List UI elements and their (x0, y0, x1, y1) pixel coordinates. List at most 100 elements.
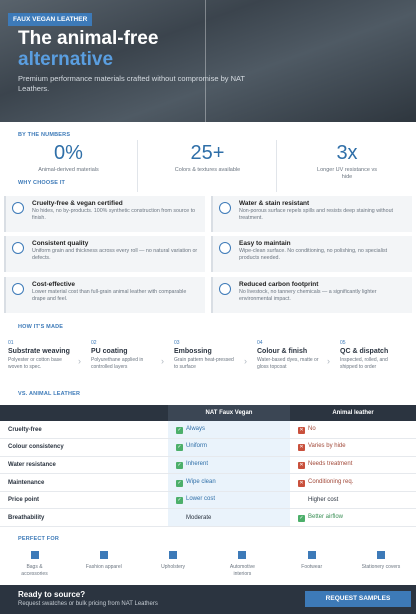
feature-icon (219, 283, 231, 295)
table-row: Colour consistency ✓ Uniform ✕ Varies by hid… (0, 438, 416, 457)
step: 02 PU coating Polyurethane applied in cont… (83, 340, 163, 384)
table-cell: ✓ Uniform (168, 438, 290, 457)
cell-text: Higher cost (308, 497, 339, 504)
cross-icon: ✕ (298, 426, 305, 434)
feature-text: No livestock, no tannery chemicals — a s… (239, 289, 377, 302)
section-label: HOW IT'S MADE (18, 324, 64, 330)
use-label: Upholstery (161, 564, 186, 570)
header-cell (0, 405, 168, 421)
section-label: VS. ANIMAL LEATHER (18, 391, 81, 397)
cell-text: Lower cost (186, 496, 216, 503)
table-cell: ✕ Varies by hide (290, 438, 416, 457)
feature-title: Cost-effective (32, 281, 75, 288)
feature-card: Consistent quality Uniform grain and thic… (4, 236, 205, 272)
cell-text: Varies by hide (308, 443, 346, 450)
feature-text: No hides, no by-products. 100% synthetic… (32, 208, 196, 221)
hero-title: The animal-free alternative (18, 28, 158, 70)
step-title: QC & dispatch (340, 348, 389, 355)
request-button[interactable]: REQUEST SAMPLES (305, 591, 411, 607)
section-label: WHY CHOOSE IT (18, 180, 66, 186)
stat-label: Longer UV resistance vs hide (317, 167, 377, 180)
stat-value: 25+ (190, 142, 225, 164)
use-icon (30, 551, 39, 559)
hero-subtitle: Premium performance materials crafted wi… (18, 74, 245, 93)
hero-badge: FAUX VEGAN LEATHER (8, 13, 93, 26)
use-icon (377, 551, 385, 559)
use-item: Footwear (277, 551, 346, 571)
use-icon (99, 551, 108, 559)
feature-title: Water & stain resistant (239, 200, 310, 207)
feature-title: Easy to maintain (239, 240, 291, 247)
chevron: › (161, 356, 164, 366)
table-cell: Higher cost (290, 491, 416, 510)
check-icon: ✓ (176, 479, 183, 487)
step-text: Grain pattern heat-pressed to surface (174, 357, 234, 370)
check-icon: ✓ (176, 444, 183, 452)
step-text: Polyurethane applied in controlled layer… (91, 357, 144, 370)
table-cell: ✕ No (290, 421, 416, 440)
cell-text: Always (186, 425, 206, 432)
section-label: BY THE NUMBERS (18, 132, 71, 138)
use-item: Bags & accessories (0, 551, 69, 577)
use-icon (307, 551, 316, 559)
feature-icon (12, 202, 24, 214)
check-icon: ✓ (298, 514, 305, 522)
feature-text: Non-porous surface repels spills and res… (239, 208, 393, 221)
stat: 25+ Colors & textures available (139, 140, 277, 192)
step-number: 03 (174, 340, 180, 346)
use-label: Bags & accessories (21, 564, 48, 577)
step: 05 QC & dispatch Inspected, rolled, and sh… (332, 340, 412, 384)
section-label: PERFECT FOR (18, 536, 60, 542)
stat-value: 3x (336, 142, 358, 164)
step-title: Embossing (174, 348, 212, 355)
use-label: Fashion apparel (85, 564, 122, 570)
table-cell: ✓ Wipe clean (168, 473, 290, 492)
table-row: Cruelty-free ✓ Always ✕ No (0, 421, 416, 440)
cell-text: No (308, 425, 316, 432)
table-row: Price point ✓ Lower cost Higher cost (0, 491, 416, 510)
cell-text: Uniform (186, 443, 208, 450)
step: 04 Colour & finish Water-based dyes, matte… (249, 340, 329, 384)
cell-text: Better airflow (308, 513, 344, 520)
feature-text: Wipe-clean surface. No conditioning, no … (239, 248, 388, 261)
feature-icon (12, 283, 24, 295)
table-cell: ✕ Conditioning req. (290, 473, 416, 492)
stat-value: 0% (54, 142, 83, 164)
table-row: Maintenance ✓ Wipe clean ✕ Conditioning req. (0, 473, 416, 492)
use-item: Upholstery (139, 551, 208, 571)
header-row: NAT Faux Vegan Animal leather (0, 405, 416, 421)
comparison-table: NAT Faux Vegan Animal leather Cruelty-free… (0, 405, 416, 528)
step-number: 01 (8, 340, 14, 346)
table-cell: ✕ Needs treatment (290, 456, 416, 475)
feature-icon (219, 242, 231, 254)
step-title: Colour & finish (257, 348, 308, 355)
header-cell: NAT Faux Vegan (168, 405, 290, 421)
step: 01 Substrate weaving Polyester or cotton b… (0, 340, 80, 384)
stat-label: Colors & textures available (174, 167, 241, 173)
title-highlight: alternative (18, 49, 114, 70)
feature-card: Cost-effective Lower material cost than f… (4, 277, 205, 313)
cell-text: Conditioning req. (308, 478, 354, 485)
table-row: Breathability Moderate ✓ Better airflow (0, 508, 416, 528)
feature-card: Easy to maintain Wipe-clean surface. No c… (211, 236, 412, 272)
feature-title: Consistent quality (32, 240, 89, 247)
step-text: Inspected, rolled, and shipped to order (340, 357, 388, 370)
table-cell: ✓ Inherent (168, 456, 290, 475)
table-cell: Moderate (168, 508, 290, 528)
feature-icon (219, 202, 231, 214)
stat: 0% Animal-derived materials (0, 140, 138, 192)
feature-text: Uniform grain and thickness across every… (32, 248, 198, 261)
chevron: › (78, 356, 81, 366)
footer-text: Request swatches or bulk pricing from NA… (18, 601, 158, 607)
table-cell: ✓ Lower cost (168, 491, 290, 510)
cell-text: Inherent (186, 460, 209, 467)
cross-icon: ✕ (298, 444, 305, 452)
table-row: Water resistance ✓ Inherent ✕ Needs treatmen… (0, 456, 416, 475)
feature-card: Cruelty-free & vegan certified No hides, … (4, 196, 205, 232)
chevron: › (244, 356, 247, 366)
use-item: Fashion apparel (69, 551, 138, 571)
step: 03 Embossing Grain pattern heat-pressed to… (166, 340, 246, 384)
use-item: Stationery covers (347, 551, 416, 571)
step-number: 05 (340, 340, 346, 346)
